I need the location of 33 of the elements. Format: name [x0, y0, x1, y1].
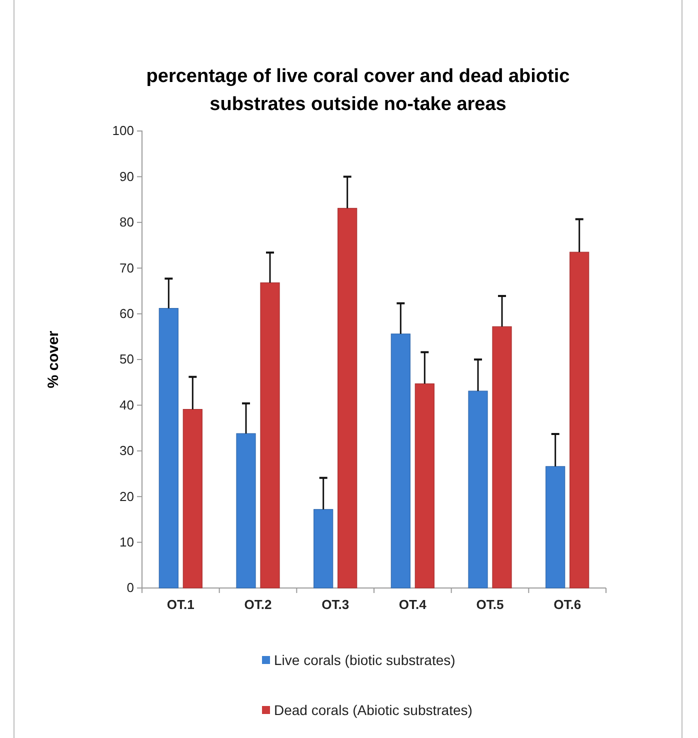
bar — [158, 308, 178, 588]
chart-title: percentage of live coral cover and dead abiotic substrates outside no-take areas — [146, 66, 570, 115]
y-tick-label: 60 — [120, 306, 134, 321]
y-tick-label: 90 — [120, 168, 134, 184]
x-tick-label: OT.5 — [476, 597, 504, 612]
y-tick-label: 10 — [120, 534, 134, 550]
y-tick-label: 100 — [112, 123, 134, 138]
y-tick-label: 70 — [120, 260, 134, 276]
bar — [390, 334, 410, 588]
bar — [260, 282, 280, 588]
legend-label: Dead corals (Abiotic substrates) — [274, 702, 472, 718]
y-tick-label: 40 — [120, 397, 134, 412]
bar — [570, 252, 590, 588]
x-tick-label: OT.2 — [244, 597, 272, 612]
x-tick-label: OT.3 — [322, 597, 350, 612]
y-tick-label: 50 — [120, 352, 134, 367]
y-tick-label: 30 — [120, 443, 134, 458]
y-tick-label: 80 — [120, 214, 134, 230]
bar — [414, 383, 434, 588]
x-tick-label: OT.4 — [398, 597, 428, 612]
y-axis-title: % cover — [45, 330, 62, 388]
x-tick-label: OT.1 — [166, 597, 194, 612]
legend-label: Live corals (biotic substrates) — [274, 652, 456, 668]
y-tick-label: 20 — [120, 488, 134, 504]
bar — [546, 466, 566, 588]
bar — [314, 509, 334, 588]
bar — [236, 433, 256, 588]
y-tick-label: 0 — [126, 580, 134, 596]
bar — [492, 326, 512, 588]
bar — [182, 409, 202, 588]
x-tick-label: OT.6 — [554, 597, 582, 612]
bar — [338, 208, 358, 588]
bar — [468, 390, 488, 588]
